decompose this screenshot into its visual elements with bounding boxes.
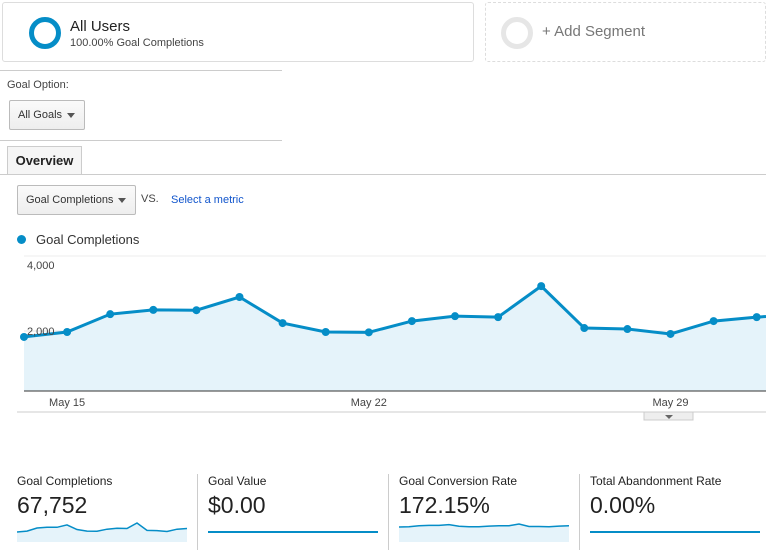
sparkline [399,523,570,542]
sparkline [590,531,760,533]
divider [0,140,282,141]
metric-label: Goal Completions [17,474,113,488]
area-fill [24,286,766,391]
data-point [666,329,675,338]
data-point [149,305,158,314]
segment-ring-icon [29,17,61,49]
metric-value: 0.00% [590,492,656,518]
metric-card[interactable]: Goal Value $0.00 [208,470,388,550]
y-tick-label: 4,000 [27,260,55,272]
metric-card[interactable]: Goal Conversion Rate 172.15% [399,470,579,550]
data-point [278,319,287,328]
chevron-down-icon [118,198,126,203]
y-tick-label: 2,000 [27,326,55,338]
sparkline-fill [399,524,569,542]
sparkline [17,522,188,542]
chevron-down-icon [665,415,673,419]
select-metric-link[interactable]: Select a metric [171,194,244,206]
metric-dropdown[interactable]: Goal Completions [17,185,136,215]
tab-bar-divider [0,174,766,175]
metric-value: $0.00 [208,492,266,518]
segment-all-users[interactable]: All Users 100.00% Goal Completions [2,2,474,62]
goal-option-label: Goal Option: [7,79,69,91]
goal-option-dropdown[interactable]: All Goals [9,100,85,130]
data-point [364,328,373,337]
x-tick-label: May 22 [351,397,387,409]
data-point [494,313,503,322]
chevron-down-icon [67,113,75,118]
sparkline-line [399,523,570,528]
metric-divider [197,474,198,550]
metric-label: Goal Value [208,474,267,488]
sparkline-fill [17,523,187,542]
data-point [235,293,244,302]
data-point [623,325,632,334]
metric-label: Goal Conversion Rate [399,474,518,488]
metric-dropdown-value: Goal Completions [26,194,114,206]
add-segment-label: + Add Segment [542,23,645,40]
legend-label: Goal Completions [36,232,140,247]
x-tick-label: May 15 [49,397,85,409]
data-point [752,313,761,322]
divider [0,70,282,71]
segment-title: All Users [70,18,131,35]
legend-marker [17,235,26,244]
metric-label: Total Abandonment Rate [590,474,722,488]
metric-card[interactable]: Total Abandonment Rate 0.00% [590,470,766,550]
metric-value: 172.15% [399,492,490,518]
data-point [63,327,72,336]
sparkline-line [17,522,188,533]
metric-divider [579,474,580,550]
goal-option-value: All Goals [18,109,63,121]
segment-subtitle: 100.00% Goal Completions [70,37,204,49]
data-point [20,332,28,341]
sparkline [208,531,378,533]
metric-divider [388,474,389,550]
data-point [192,306,201,315]
data-point [580,324,589,333]
data-point [321,327,330,336]
data-point [709,317,718,326]
x-tick-label: May 29 [652,397,688,409]
data-point [407,317,416,326]
data-point [537,282,546,291]
tab-overview[interactable]: Overview [7,146,82,175]
vs-label: VS. [141,193,159,205]
data-point [451,312,459,321]
metric-card[interactable]: Goal Completions 67,752 [17,470,197,550]
add-segment-button[interactable]: + Add Segment [485,2,766,62]
goal-completions-chart: 4,000 2,000 May 15 May 22 May 29 [17,255,766,421]
data-point [106,310,115,319]
metric-value: 67,752 [17,492,88,518]
empty-segment-ring-icon [501,17,533,49]
